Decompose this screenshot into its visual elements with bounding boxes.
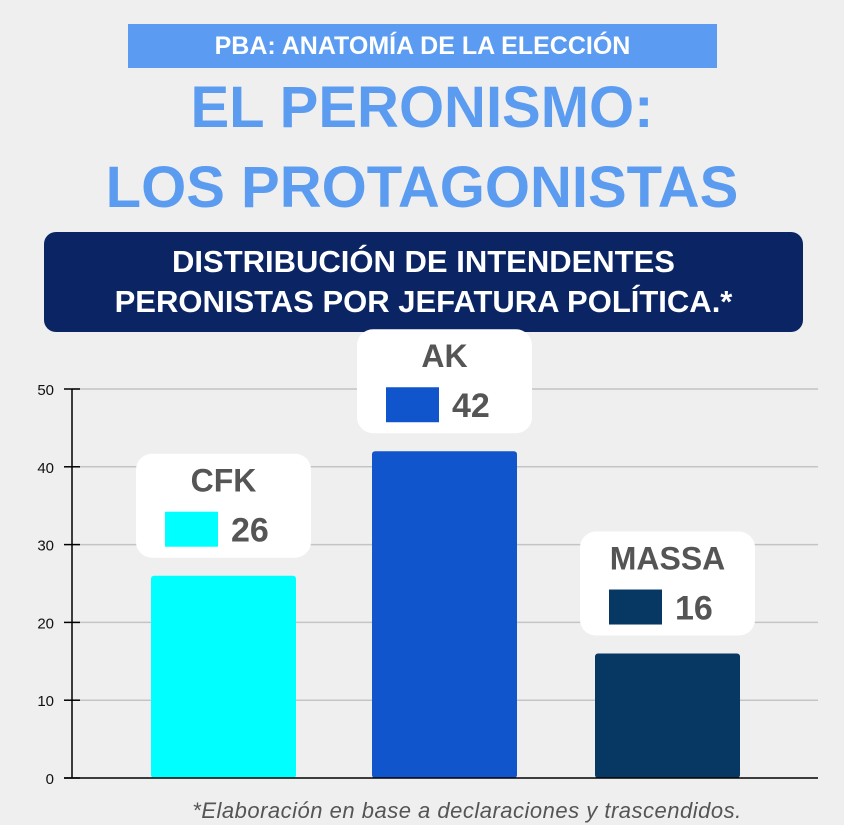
subtitle-line2: PERONISTAS POR JEFATURA POLÍTICA.* (114, 284, 733, 319)
data-label-massa: MASSA 16 (580, 531, 755, 636)
legend-swatch (165, 511, 218, 547)
legend-swatch (386, 387, 439, 423)
value-label: 16 (675, 590, 713, 628)
category-label: AK (421, 338, 467, 374)
data-label-ak: AK 42 (357, 329, 532, 434)
category-label: CFK (191, 463, 257, 499)
page-title-line2: LOS PROTAGONISTAS (105, 155, 739, 220)
y-tick-label: 10 (37, 693, 54, 710)
page-title-line1: EL PERONISMO: (190, 75, 654, 140)
data-label-cfk: CFK 26 (136, 453, 311, 558)
y-tick-label: 50 (37, 382, 54, 399)
bar-massa (595, 653, 740, 778)
y-tick-label: 30 (37, 538, 54, 555)
value-label: 42 (452, 387, 490, 425)
legend-swatch (609, 589, 662, 625)
y-tick-label: 0 (46, 771, 54, 788)
y-tick-label: 20 (37, 615, 54, 632)
footnote: *Elaboración en base a declaraciones y t… (192, 798, 742, 823)
value-label: 26 (231, 512, 269, 550)
header-banner: PBA: ANATOMÍA DE LA ELECCIÓN (128, 24, 717, 68)
category-label: MASSA (610, 541, 726, 577)
chart-subtitle: DISTRIBUCIÓN DE INTENDENTES PERONISTAS P… (44, 232, 803, 332)
bar-cfk (151, 575, 296, 778)
y-tick-label: 40 (37, 460, 54, 477)
subtitle-line1: DISTRIBUCIÓN DE INTENDENTES (172, 244, 675, 279)
bar-ak (372, 451, 517, 778)
